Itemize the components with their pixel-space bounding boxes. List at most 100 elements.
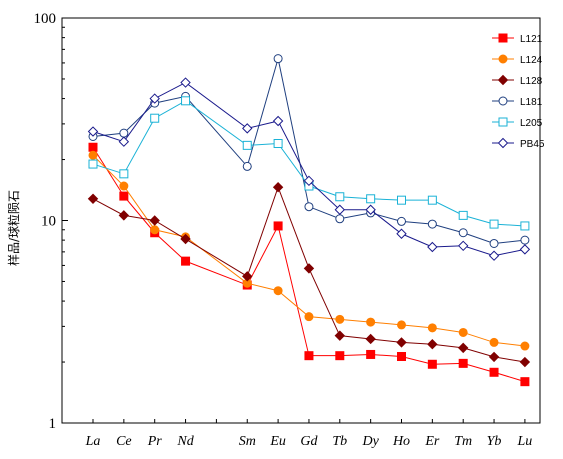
- point-l124-la: [88, 150, 98, 160]
- point-l121-lu: [520, 377, 530, 387]
- point-l205-dy: [366, 194, 376, 204]
- series-line-l121: [92, 146, 526, 383]
- x-tick-label-nd: Nd: [176, 434, 194, 449]
- point-l128-er: [427, 338, 438, 350]
- y-axis: 1 10 100: [34, 11, 68, 432]
- series-layer: [87, 54, 531, 387]
- point-l121-ce: [119, 191, 129, 201]
- point-l205-ce: [119, 169, 129, 179]
- series-line-l128: [92, 185, 525, 363]
- point-l128-la: [87, 193, 99, 204]
- series-l124: [88, 150, 530, 351]
- point-l124-tb: [335, 314, 345, 324]
- point-l128-dy: [365, 333, 376, 345]
- legend-item-l128: L128: [492, 74, 543, 87]
- point-l181-sm: [242, 161, 252, 171]
- legend-marker-pb45: [497, 137, 509, 149]
- x-tick-label-yb: Yb: [487, 434, 502, 449]
- point-pb45-dy: [365, 204, 376, 215]
- point-l128-ho: [396, 337, 407, 348]
- point-l124-ho: [397, 320, 406, 330]
- point-l205-tb: [335, 192, 345, 202]
- legend-item-l124: L124: [492, 54, 543, 66]
- point-l205-pr: [150, 113, 160, 123]
- point-l181-tm: [458, 228, 468, 238]
- legend-marker-l181: [498, 96, 508, 106]
- x-tick-label-ho: Ho: [392, 434, 410, 449]
- point-pb45-pr: [149, 93, 160, 104]
- point-l205-lu: [520, 221, 530, 231]
- point-l128-sm: [242, 271, 253, 282]
- legend-label-l205: L205: [520, 118, 543, 129]
- point-l128-tb: [334, 330, 346, 341]
- point-l128-tm: [457, 342, 469, 354]
- x-tick-label-lu: Lu: [517, 434, 533, 449]
- point-l124-eu: [273, 286, 283, 296]
- x-tick-label-ce: Ce: [116, 434, 132, 449]
- point-l205-er: [427, 195, 437, 205]
- point-pb45-gd: [303, 175, 315, 187]
- point-l128-nd: [180, 233, 191, 245]
- legend-label-l124: L124: [520, 55, 543, 66]
- x-tick-label-tm: Tm: [454, 434, 472, 449]
- point-pb45-lu: [519, 244, 531, 255]
- point-l121-tb: [335, 351, 345, 361]
- point-l181-yb: [489, 238, 499, 248]
- x-tick-label-eu: Eu: [269, 434, 286, 449]
- point-l205-la: [88, 159, 98, 169]
- point-l124-lu: [520, 341, 530, 351]
- series-line-l124: [92, 154, 525, 347]
- legend-marker-l121: [498, 33, 508, 43]
- legend-item-l121: L121: [492, 33, 543, 45]
- point-l205-tm: [458, 210, 468, 220]
- series-l181: [88, 54, 530, 248]
- legend-item-l181: L181: [492, 96, 543, 108]
- point-l181-tb: [335, 214, 345, 224]
- point-pb45-sm: [242, 123, 253, 134]
- legend-label-l121: L121: [520, 34, 543, 45]
- legend-label-pb45: PB45: [520, 139, 545, 150]
- series-line-l205: [92, 100, 525, 227]
- x-tick-label-sm: Sm: [239, 434, 256, 449]
- x-tick-label-gd: Gd: [300, 434, 318, 449]
- series-l205: [88, 96, 530, 231]
- point-l124-dy: [366, 317, 376, 327]
- point-l124-pr: [150, 225, 160, 235]
- point-l124-yb: [489, 337, 499, 347]
- point-l124-tm: [458, 327, 468, 337]
- point-l205-ho: [397, 195, 406, 205]
- point-l121-la: [88, 142, 98, 152]
- legend: L121 L124 L128 L181 L205 PB45: [492, 33, 545, 150]
- point-pb45-er: [427, 241, 438, 253]
- point-l124-ce: [119, 181, 129, 191]
- point-l121-dy: [366, 349, 376, 359]
- point-l181-lu: [520, 235, 530, 245]
- point-l181-eu: [273, 54, 283, 64]
- series-line-l181: [92, 58, 525, 244]
- point-pb45-ho: [396, 228, 407, 239]
- x-tick-label-la: La: [85, 434, 101, 449]
- x-tick-label-pr: Pr: [147, 434, 163, 449]
- point-pb45-eu: [272, 115, 284, 127]
- point-l205-eu: [273, 139, 283, 149]
- x-tick-label-er: Er: [424, 434, 440, 449]
- point-l181-ce: [119, 128, 129, 138]
- point-l121-tm: [458, 358, 468, 368]
- legend-label-l181: L181: [520, 97, 543, 108]
- point-pb45-nd: [180, 77, 191, 88]
- legend-label-l128: L128: [520, 76, 543, 87]
- point-l128-pr: [149, 215, 160, 226]
- y-tick-label-100: 100: [34, 11, 57, 27]
- point-pb45-tb: [334, 204, 346, 215]
- y-axis-label: 样品/球粒陨石: [6, 190, 21, 266]
- point-l121-eu: [273, 221, 283, 231]
- point-l121-yb: [489, 367, 499, 377]
- x-axis: La Ce Pr Nd Sm Eu Gd Tb Dy Ho Er Tm Yb Lu: [85, 419, 533, 449]
- point-l128-ce: [118, 210, 130, 221]
- point-pb45-yb: [488, 250, 500, 261]
- point-l128-gd: [303, 263, 315, 274]
- point-l128-lu: [519, 356, 531, 368]
- point-pb45-la: [87, 126, 99, 137]
